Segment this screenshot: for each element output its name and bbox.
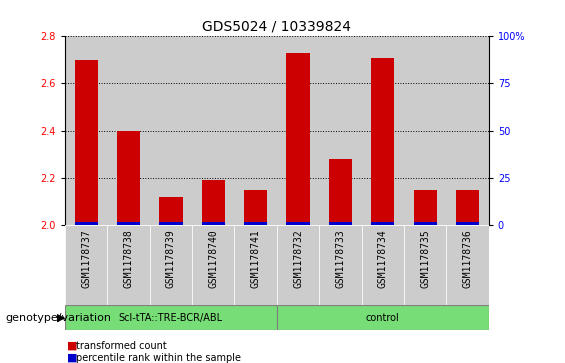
Text: GSM1178735: GSM1178735 [420,229,430,288]
Bar [192,36,234,225]
Bar [65,225,107,305]
Bar [150,225,192,305]
Text: control: control [366,313,399,323]
Bar [404,225,446,305]
Bar [286,53,310,225]
Bar [414,189,437,225]
Bar [286,222,310,225]
Title: GDS5024 / 10339824: GDS5024 / 10339824 [202,20,351,34]
Bar [404,36,446,225]
Text: GSM1178739: GSM1178739 [166,229,176,288]
Bar [107,36,150,225]
Text: ■: ■ [67,340,77,351]
Bar [319,225,362,305]
Bar [277,36,319,225]
Bar [75,60,98,225]
Bar [192,225,234,305]
Bar [202,180,225,225]
Text: percentile rank within the sample: percentile rank within the sample [76,352,241,363]
Bar [107,225,150,305]
Bar [75,222,98,225]
Text: ■: ■ [67,352,77,363]
Bar [446,36,489,225]
Bar [244,222,267,225]
Text: GSM1178741: GSM1178741 [251,229,260,288]
Bar [362,225,404,305]
Bar [446,225,489,305]
Text: GSM1178734: GSM1178734 [378,229,388,288]
Bar [244,189,267,225]
Text: Scl-tTA::TRE-BCR/ABL: Scl-tTA::TRE-BCR/ABL [119,313,223,323]
Text: GSM1178737: GSM1178737 [81,229,91,288]
Bar [65,305,277,330]
Bar [456,222,479,225]
Text: ▶: ▶ [56,313,66,323]
Bar [117,131,140,225]
Bar [329,222,352,225]
Bar [329,159,352,225]
Bar [202,222,225,225]
Bar [277,225,319,305]
Text: GSM1178736: GSM1178736 [463,229,472,288]
Text: GSM1178740: GSM1178740 [208,229,218,288]
Bar [362,36,404,225]
Bar [234,36,277,225]
Text: genotype/variation: genotype/variation [6,313,112,323]
Bar [159,222,182,225]
Bar [371,57,394,225]
Text: GSM1178732: GSM1178732 [293,229,303,288]
Bar [234,225,277,305]
Bar [150,36,192,225]
Bar [65,36,107,225]
Bar [371,222,394,225]
Text: GSM1178738: GSM1178738 [124,229,133,288]
Bar [319,36,362,225]
Text: GSM1178733: GSM1178733 [336,229,345,288]
Bar [277,305,489,330]
Bar [414,222,437,225]
Text: transformed count: transformed count [76,340,167,351]
Bar [456,189,479,225]
Bar [159,197,182,225]
Bar [117,222,140,225]
